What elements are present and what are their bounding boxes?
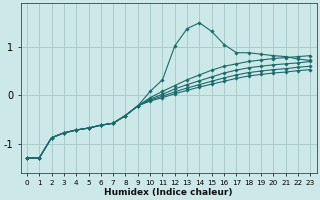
X-axis label: Humidex (Indice chaleur): Humidex (Indice chaleur) xyxy=(104,188,233,197)
